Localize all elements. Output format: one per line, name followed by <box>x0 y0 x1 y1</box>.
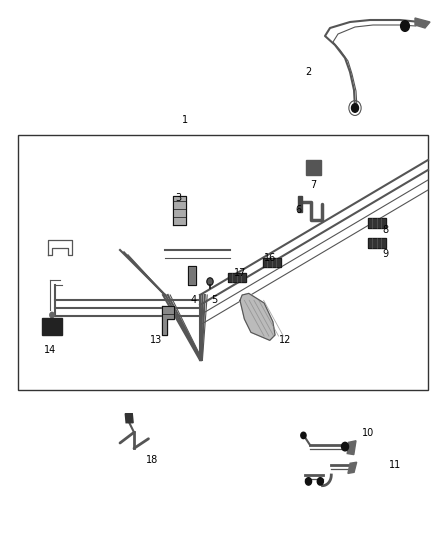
Circle shape <box>317 478 323 485</box>
Polygon shape <box>173 196 186 225</box>
Text: 4: 4 <box>191 295 197 305</box>
Polygon shape <box>162 306 174 335</box>
Text: 17: 17 <box>234 268 246 278</box>
Polygon shape <box>307 160 321 175</box>
Polygon shape <box>368 219 386 228</box>
Text: 9: 9 <box>382 249 388 259</box>
Polygon shape <box>415 18 430 28</box>
Text: 2: 2 <box>305 67 311 77</box>
Polygon shape <box>228 273 246 282</box>
Text: 14: 14 <box>44 345 56 355</box>
Polygon shape <box>348 462 357 473</box>
Polygon shape <box>240 294 275 341</box>
Text: 13: 13 <box>150 335 162 345</box>
Polygon shape <box>368 238 386 248</box>
Polygon shape <box>347 441 356 455</box>
Circle shape <box>301 432 306 439</box>
Circle shape <box>401 21 410 31</box>
Text: 5: 5 <box>211 295 217 305</box>
Circle shape <box>342 442 349 451</box>
Circle shape <box>352 104 359 112</box>
Text: 8: 8 <box>382 225 388 235</box>
Polygon shape <box>187 266 195 285</box>
Text: 7: 7 <box>310 180 316 190</box>
Polygon shape <box>125 414 133 423</box>
Circle shape <box>50 312 54 318</box>
Text: 16: 16 <box>264 253 276 263</box>
Polygon shape <box>263 258 280 267</box>
Text: 6: 6 <box>295 205 301 215</box>
Text: 10: 10 <box>362 428 374 438</box>
Text: 12: 12 <box>279 335 291 345</box>
Text: 1: 1 <box>182 115 188 125</box>
Polygon shape <box>42 318 62 335</box>
Text: 3: 3 <box>175 193 181 203</box>
Circle shape <box>207 278 213 285</box>
Bar <box>18 135 428 390</box>
Text: 18: 18 <box>146 455 158 465</box>
Circle shape <box>305 478 311 485</box>
Text: 11: 11 <box>389 460 401 470</box>
Polygon shape <box>298 196 302 212</box>
